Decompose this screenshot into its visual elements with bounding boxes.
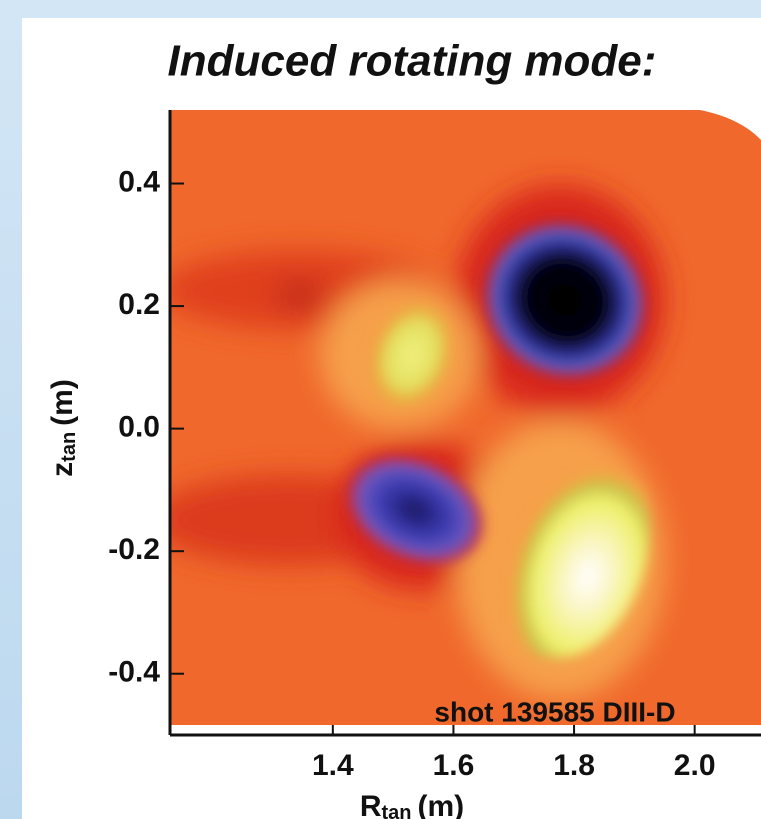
y-label-subscript: tan [58, 432, 80, 462]
y-tick-label: 0.4 [118, 165, 160, 198]
emission-image [170, 110, 761, 725]
y-tick-label: 0.0 [118, 411, 160, 444]
x-tick-label: 1.4 [312, 749, 354, 782]
x-label-subscript: tan [382, 802, 412, 819]
y-tick-label: -0.4 [108, 656, 160, 689]
x-tick-label: 1.6 [433, 749, 475, 782]
annotation: shot 139585 DIII-D [434, 696, 675, 727]
x-tick-label: 1.8 [553, 749, 595, 782]
x-label-symbol: R [360, 790, 382, 819]
x-label-unit: (m) [418, 790, 465, 819]
x-axis-label: Rtan (m) [360, 790, 464, 819]
x-tick-label: 2.0 [674, 749, 716, 782]
chart-title: Induced rotating mode: [168, 37, 657, 86]
y-axis-label: ztan (m) [46, 379, 80, 477]
y-tick-label: 0.2 [118, 288, 160, 321]
y-label-symbol: z [46, 462, 79, 477]
y-tick-label: -0.2 [108, 533, 160, 566]
y-label-unit: (m) [46, 379, 79, 426]
